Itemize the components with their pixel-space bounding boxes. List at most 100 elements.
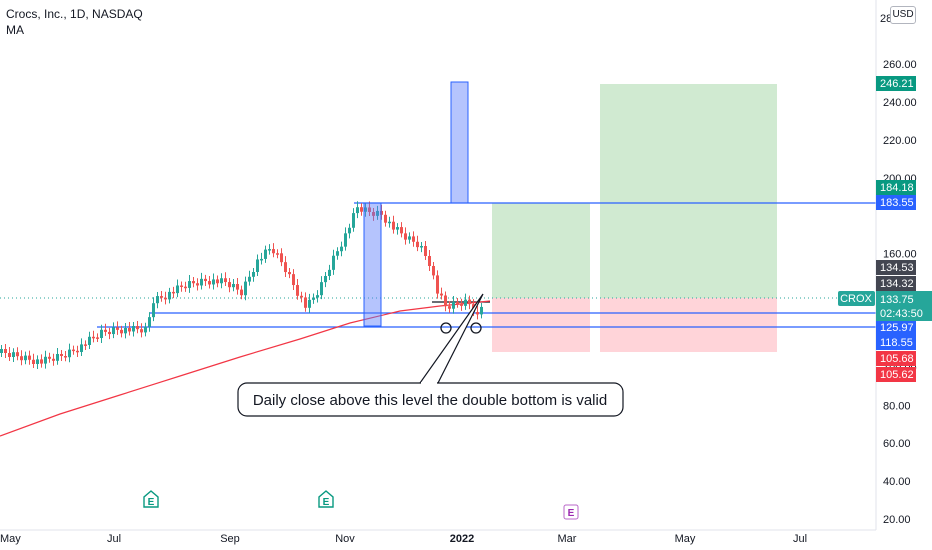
candle-body xyxy=(76,350,79,353)
projection-boxes[interactable] xyxy=(363,81,469,327)
bar-countdown: 02:43:50 xyxy=(880,308,923,320)
candle-body xyxy=(264,249,267,259)
pole-box-2[interactable] xyxy=(450,81,469,204)
candle-body xyxy=(148,317,151,327)
candle-body xyxy=(436,275,439,294)
target-zone-1[interactable] xyxy=(492,203,590,298)
candle-body xyxy=(444,295,447,307)
candle-body xyxy=(272,249,275,254)
price-tag-badge xyxy=(876,260,916,275)
risk-reward-zones[interactable] xyxy=(492,84,777,352)
candle-body xyxy=(252,272,255,277)
candle-body xyxy=(56,354,59,361)
candle-body xyxy=(344,233,347,247)
callout-annotation[interactable]: Daily close above this level the double … xyxy=(237,293,624,417)
candle-body xyxy=(52,358,55,361)
earnings-marker-1[interactable]: E xyxy=(143,490,159,508)
x-tick-label: May xyxy=(675,533,696,545)
indicator-label[interactable]: MA xyxy=(6,23,24,37)
y-tick-label: 220.00 xyxy=(883,135,917,147)
price-tag-badge xyxy=(876,367,916,382)
candle-body xyxy=(184,286,187,289)
candle-body xyxy=(244,281,247,296)
current-price-value: 133.75 xyxy=(880,294,914,306)
price-tag-label: 105.68 xyxy=(880,353,914,365)
candle-body xyxy=(100,329,103,338)
candle-body xyxy=(152,303,155,318)
candle-body xyxy=(276,253,279,255)
earnings-marker-2[interactable]: E xyxy=(318,490,334,508)
candle-body xyxy=(404,233,407,240)
candle-body xyxy=(228,282,231,288)
price-tag-badge xyxy=(876,276,916,291)
y-tick-label: 80.00 xyxy=(883,400,911,412)
candle-body xyxy=(280,253,283,263)
target-zone-2[interactable] xyxy=(600,84,777,298)
candle-body xyxy=(108,331,111,335)
candle-body xyxy=(48,356,51,359)
price-tags: 246.21 184.18 183.55 134.53 134.32 125.97 118.… xyxy=(876,76,916,382)
price-axis[interactable]: 28 260.00240.00220.00200.00160.00100.008… xyxy=(875,0,917,530)
candle-body xyxy=(456,302,459,304)
candle-body xyxy=(224,278,227,283)
candle-body xyxy=(28,355,31,360)
price-tag-label: 118.55 xyxy=(880,337,913,349)
candle-body xyxy=(412,236,415,242)
candle-body xyxy=(356,207,359,214)
candle-body xyxy=(464,299,467,306)
y-tick-label: 40.00 xyxy=(883,476,911,488)
candle-body xyxy=(16,352,19,357)
candle-body xyxy=(8,353,11,357)
candle-body xyxy=(64,356,67,358)
current-price-badge xyxy=(876,291,932,321)
current-price-tag[interactable]: CROX 133.75 02:43:50 xyxy=(838,291,932,321)
stop-zone-2[interactable] xyxy=(600,298,777,352)
currency-button[interactable]: USD xyxy=(890,6,916,24)
earnings-markers[interactable]: E E E xyxy=(143,490,579,520)
double-bottom-markers[interactable] xyxy=(440,322,482,334)
candle-body xyxy=(312,297,315,300)
bottom-circle-2[interactable] xyxy=(470,322,482,334)
candle-body xyxy=(388,221,391,224)
horizontal-levels[interactable] xyxy=(97,202,876,328)
stop-zone-1[interactable] xyxy=(492,298,590,352)
price-tag-label: 134.32 xyxy=(880,278,914,290)
candle-body xyxy=(304,297,307,308)
candle-body xyxy=(116,327,119,330)
earnings-marker-label: E xyxy=(323,497,330,508)
candle-body xyxy=(468,299,471,305)
bottom-circle-1[interactable] xyxy=(440,322,452,334)
price-tag-badge xyxy=(876,180,916,195)
candle-body xyxy=(432,266,435,276)
x-tick-label: May xyxy=(0,533,21,545)
candle-body xyxy=(200,278,203,286)
y-tick-label: 160.00 xyxy=(883,249,917,261)
candle-body xyxy=(84,344,87,346)
candle-body xyxy=(300,295,303,298)
chart-legend[interactable]: Crocs, Inc., 1D, NASDAQ MA xyxy=(6,6,143,38)
candle-body xyxy=(208,281,211,285)
x-tick-label: Jul xyxy=(793,533,807,545)
candle-body xyxy=(136,326,139,330)
candle-body xyxy=(268,249,271,251)
candle-body xyxy=(364,207,367,212)
candle-body xyxy=(352,213,355,228)
symbol-title[interactable]: Crocs, Inc., 1D, NASDAQ xyxy=(6,7,143,21)
candle-body xyxy=(80,344,83,352)
earnings-marker-3[interactable]: E xyxy=(563,504,579,520)
candle-body xyxy=(72,349,75,352)
candle-body xyxy=(316,295,319,298)
candle-body xyxy=(340,246,343,252)
candle-body xyxy=(128,328,131,332)
price-tag-badge xyxy=(876,335,916,350)
earnings-marker-label: E xyxy=(148,497,155,508)
candle-body xyxy=(424,246,427,256)
pole-box-1[interactable] xyxy=(363,202,382,327)
candle-body xyxy=(120,329,123,334)
candle-body xyxy=(112,327,115,335)
time-axis[interactable]: May Jul Sep Nov 2022 Mar May Jul xyxy=(0,529,876,545)
price-tag-label: 184.18 xyxy=(880,182,914,194)
price-tag-label: 125.97 xyxy=(880,322,914,334)
price-tag-badge xyxy=(876,351,916,366)
